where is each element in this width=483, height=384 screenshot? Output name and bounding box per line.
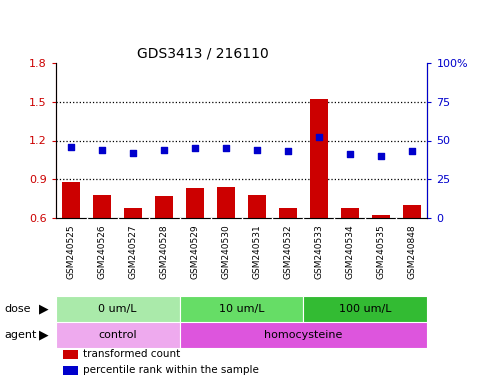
Bar xyxy=(341,208,359,218)
Text: ▶: ▶ xyxy=(39,303,48,316)
Text: transformed count: transformed count xyxy=(84,349,181,359)
Bar xyxy=(403,205,421,218)
Text: percentile rank within the sample: percentile rank within the sample xyxy=(84,366,259,376)
Text: GSM240532: GSM240532 xyxy=(284,224,293,279)
Text: 100 um/L: 100 um/L xyxy=(339,304,392,314)
Bar xyxy=(63,350,78,359)
Bar xyxy=(56,322,180,348)
Bar xyxy=(155,196,173,218)
Bar xyxy=(124,208,142,218)
Text: homocysteine: homocysteine xyxy=(264,330,342,340)
Text: GSM240525: GSM240525 xyxy=(67,224,75,279)
Text: control: control xyxy=(98,330,137,340)
Point xyxy=(129,150,137,156)
Bar xyxy=(63,366,78,375)
Text: GSM240531: GSM240531 xyxy=(253,224,261,279)
Text: GSM240848: GSM240848 xyxy=(408,224,416,279)
Point xyxy=(315,134,323,141)
Text: GSM240527: GSM240527 xyxy=(128,224,138,279)
Bar xyxy=(303,296,427,322)
Text: GSM240530: GSM240530 xyxy=(222,224,230,279)
Text: 0 um/L: 0 um/L xyxy=(98,304,137,314)
Bar xyxy=(248,195,266,218)
Bar xyxy=(372,215,390,218)
Bar xyxy=(310,99,328,218)
Point xyxy=(346,151,354,157)
Point xyxy=(191,145,199,151)
Point xyxy=(67,144,75,150)
Point xyxy=(98,147,106,153)
Point xyxy=(222,145,230,151)
Text: agent: agent xyxy=(5,330,37,340)
Text: GSM240533: GSM240533 xyxy=(314,224,324,279)
Text: GDS3413 / 216110: GDS3413 / 216110 xyxy=(137,46,269,60)
Point xyxy=(284,148,292,154)
Bar xyxy=(186,188,204,218)
Text: 10 um/L: 10 um/L xyxy=(219,304,264,314)
Text: ▶: ▶ xyxy=(39,328,48,341)
Text: GSM240535: GSM240535 xyxy=(376,224,385,279)
Bar xyxy=(217,187,235,218)
Text: GSM240529: GSM240529 xyxy=(190,224,199,279)
Text: GSM240528: GSM240528 xyxy=(159,224,169,279)
Bar xyxy=(180,296,303,322)
Bar xyxy=(62,182,80,218)
Text: GSM240534: GSM240534 xyxy=(345,224,355,279)
Point xyxy=(160,147,168,153)
Point xyxy=(408,148,416,154)
Point xyxy=(253,147,261,153)
Point xyxy=(377,153,385,159)
Bar xyxy=(93,195,112,218)
Bar xyxy=(56,296,180,322)
Bar xyxy=(180,322,427,348)
Bar xyxy=(279,208,297,218)
Text: GSM240526: GSM240526 xyxy=(98,224,107,279)
Text: dose: dose xyxy=(5,304,31,314)
